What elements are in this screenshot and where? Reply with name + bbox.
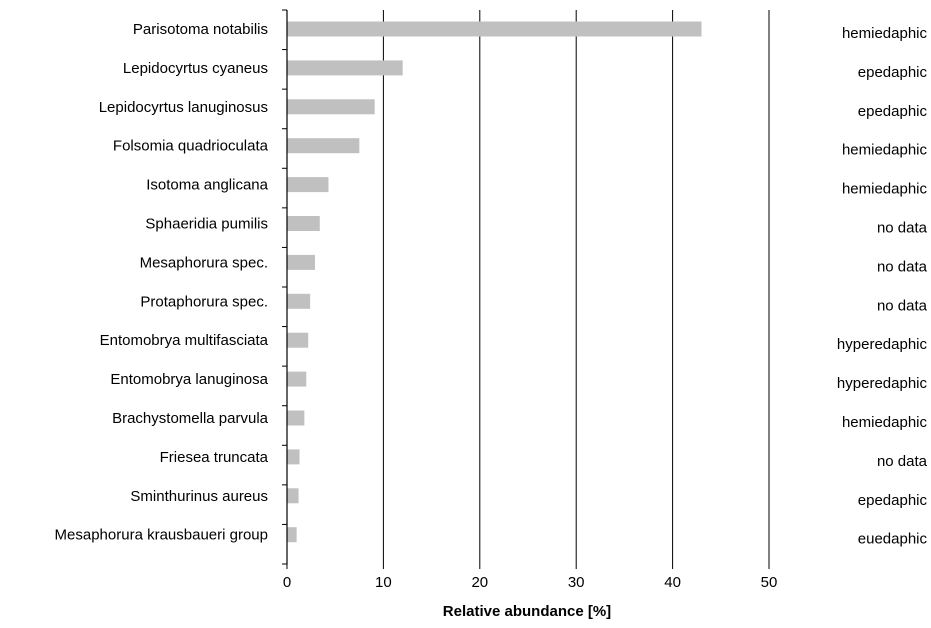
bar [287,527,297,543]
bar [287,488,299,504]
category-label: Parisotoma notabilis [133,21,268,38]
x-axis-title: Relative abundance [%] [443,603,611,620]
life-form-label: no data [877,453,928,470]
life-form-label: hyperedaphic [837,336,928,353]
category-label: Mesaphorura krausbaueri group [55,527,268,544]
life-form-label: hemiedaphic [842,142,928,159]
x-tick-label: 40 [664,574,681,591]
grid-layer [382,10,770,564]
life-form-label: hemiedaphic [842,25,928,42]
category-label: Entomobrya multifasciata [100,332,269,349]
category-label: Sphaeridia pumilis [145,216,268,233]
bar [287,449,300,465]
category-label: Lepidocyrtus lanuginosus [99,99,268,116]
category-label: Protaphorura spec. [140,293,268,310]
x-tick-label: 10 [375,574,392,591]
category-labels: Parisotoma notabilis Lepidocyrtus cyaneus… [55,21,269,544]
category-label: Brachystomella parvula [112,410,269,427]
bar [287,138,360,154]
life-form-label: no data [877,258,928,275]
life-form-label: hyperedaphic [837,375,928,392]
life-form-label: no data [877,220,928,237]
x-tick-label: 20 [471,574,488,591]
bar [287,332,309,348]
category-label: Folsomia quadrioculata [113,138,269,155]
bar [287,410,305,426]
bar [287,21,702,37]
category-label: Friesea truncata [160,449,269,466]
bar [287,371,307,387]
bar-layer [287,21,702,543]
life-form-label: epedaphic [858,492,928,509]
category-label: Entomobrya lanuginosa [110,371,268,388]
life-form-label: hemiedaphic [842,414,928,431]
life-form-label: epedaphic [858,103,928,120]
bar [287,60,403,76]
category-label: Sminthurinus aureus [130,488,268,505]
x-tick-label: 0 [283,574,291,591]
life-form-label: epedaphic [858,64,928,81]
axis-layer [282,9,770,569]
bar [287,99,375,115]
x-tick-labels: 0 10 20 30 40 50 [283,574,778,591]
x-tick-label: 30 [568,574,585,591]
life-form-label: no data [877,297,928,314]
bar [287,177,329,193]
category-label: Lepidocyrtus cyaneus [123,60,268,77]
life-form-label: euedaphic [858,531,928,548]
category-label: Isotoma anglicana [146,177,268,194]
bar [287,293,311,309]
life-form-label: hemiedaphic [842,181,928,198]
life-form-labels: hemiedaphic epedaphic epedaphic hemiedaphic… [837,25,928,548]
bar [287,216,320,231]
category-label: Mesaphorura spec. [140,254,268,271]
bar [287,254,315,270]
x-tick-label: 50 [761,574,778,591]
